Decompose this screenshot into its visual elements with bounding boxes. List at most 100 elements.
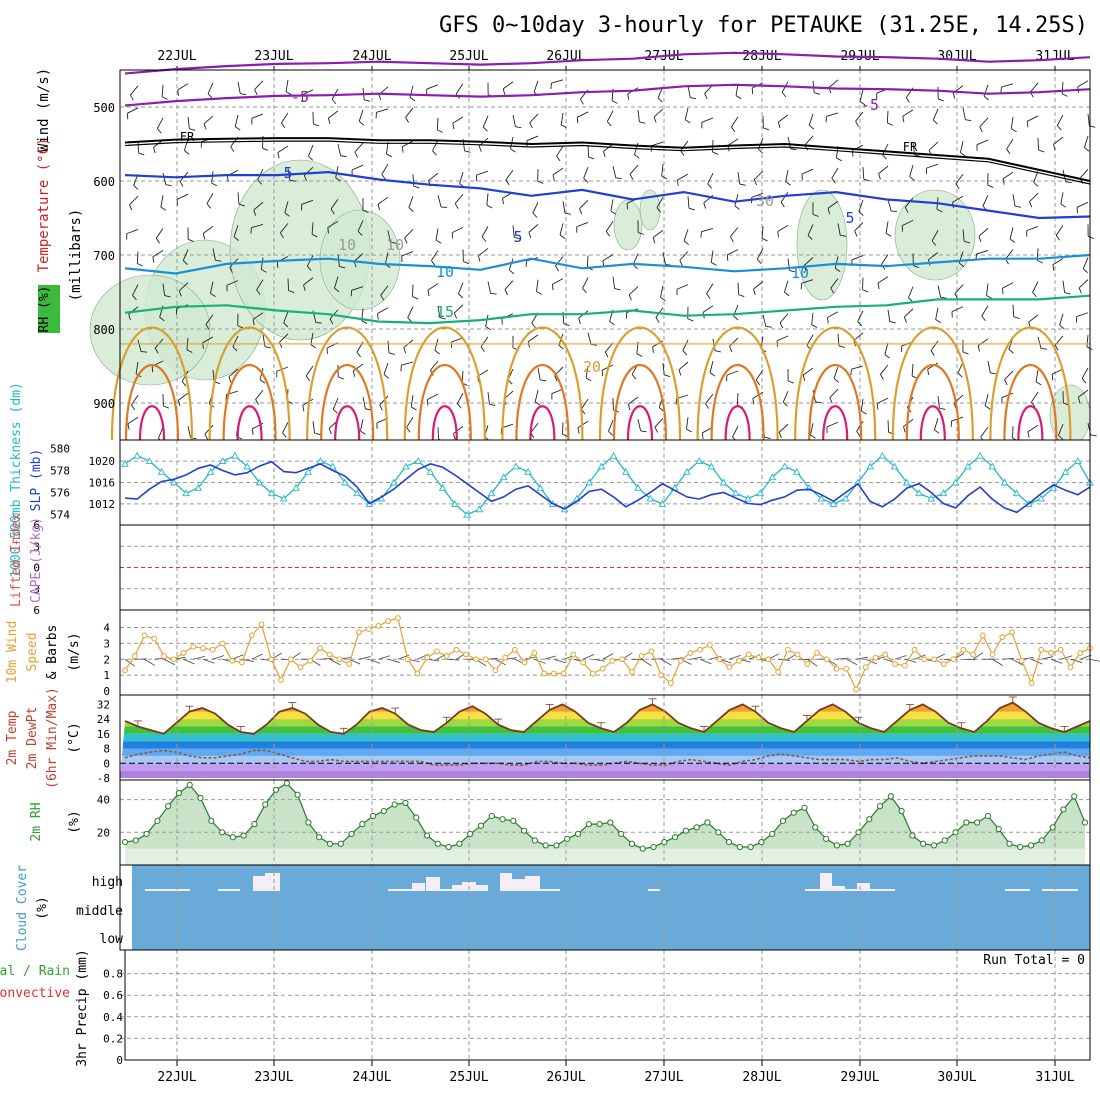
wind-barb [482, 115, 489, 128]
isotherm-30-arch-0 [138, 405, 166, 441]
wind-barb-flag [640, 430, 647, 433]
wind-barb [283, 311, 289, 324]
wind-barb [608, 420, 614, 432]
wind-barb-flag [330, 208, 335, 215]
wind-barb-flag [327, 117, 331, 124]
slp-marker [402, 462, 410, 470]
wind-barb-flag [936, 208, 943, 213]
wind-barb-flag [1038, 149, 1045, 153]
isotherm-25-arch-7 [808, 363, 863, 441]
wind-barb [928, 252, 939, 261]
wind10-marker [950, 656, 957, 663]
wind-barb-flag [133, 185, 139, 190]
rh2m-marker [208, 817, 215, 824]
rh2m-marker [628, 840, 636, 847]
cloud-tick-high: high [92, 875, 123, 890]
bottom-date-label-2: 24JUL [352, 1070, 391, 1085]
precip-legend-total: Total / Rain [0, 964, 70, 979]
wind-barb [233, 225, 239, 237]
wind10-marker [999, 634, 1006, 640]
wind-barb-flag [655, 317, 660, 323]
wind-barb-flag [310, 344, 317, 349]
li-ylabel: Lifted Index [9, 513, 24, 607]
wind-barb [383, 362, 389, 375]
wind-barb [282, 422, 289, 434]
bottom-date-label-8: 30JUL [937, 1070, 976, 1085]
wind-barb [829, 388, 839, 399]
rh2m-marker [909, 832, 916, 839]
wind10-barb [232, 654, 244, 660]
wind-barb [487, 392, 490, 405]
wind-barb [778, 114, 789, 123]
wind10-barb [144, 658, 155, 666]
wind-barb-flag [257, 179, 263, 185]
wind-barb-flag [502, 88, 506, 95]
wind-barb-flag [177, 400, 181, 407]
temp-band-2 [120, 755, 1090, 764]
rh2m-marker [823, 835, 830, 842]
wind10-barb [836, 657, 849, 660]
wind10-marker [180, 650, 187, 656]
wind-barb-flag [1004, 379, 1008, 386]
wind-barb [401, 251, 414, 257]
rh2m-marker [359, 821, 366, 828]
wind-barb [803, 257, 814, 266]
wind10-barb [1002, 657, 1015, 660]
wind-barb-flag [827, 317, 829, 324]
wind-barb-flag [812, 213, 819, 217]
wind-barb [587, 332, 592, 345]
temp-ylabel-2: 2m DewPt [25, 707, 40, 770]
wind-barb-flag [156, 128, 162, 134]
wind-barb-flag [734, 205, 740, 210]
wind-barb [312, 421, 316, 434]
precip-bg [125, 950, 1090, 1060]
isotherm-25-arch-1 [222, 363, 277, 441]
wind-barb-flag [878, 173, 881, 180]
wind-barb-flag [334, 287, 340, 293]
wind-barb-flag [354, 151, 358, 158]
wind-barb-flag [514, 236, 521, 240]
wind-barb [731, 116, 739, 128]
wind-barb-flag [615, 177, 622, 180]
slp-marker [426, 467, 435, 475]
wind10-marker [356, 629, 362, 636]
cloud-high-bar-22 [1005, 889, 1030, 891]
cloud-high-bar-0 [145, 889, 190, 891]
wind-barb [880, 364, 889, 375]
wind-barb-flag [679, 260, 683, 266]
rh2m-marker [510, 817, 517, 824]
wind10-barb [690, 656, 703, 660]
wind-barb-flag [905, 97, 910, 103]
wind10-barb [963, 658, 976, 661]
wind-barb-flag [738, 294, 745, 297]
wind10-marker [619, 656, 626, 663]
contour-label-0: -5 [291, 88, 309, 106]
wind-barb-flag [407, 317, 413, 323]
wind-barb-flag [463, 261, 470, 264]
wind-barb [255, 389, 264, 400]
wind-barb-flag [777, 231, 780, 238]
wind-barb [407, 306, 414, 318]
wind-barb [437, 195, 442, 208]
rh2m-marker [995, 825, 1002, 833]
wind-barb [451, 226, 464, 234]
wind-barb-flag [164, 295, 171, 298]
rh2m-marker [121, 839, 129, 846]
wind-barb-flag [588, 156, 595, 160]
wind-barb-flag [854, 230, 858, 237]
cloud-high-bar-4 [388, 889, 412, 891]
slp-marker [1061, 467, 1070, 475]
contour-label-10: 15 [436, 303, 454, 321]
wind-barb [706, 283, 714, 295]
wind-barb-flag [811, 324, 818, 328]
chart-title: GFS 0~10day 3-hourly for PETAUKE (31.25E… [439, 13, 1088, 38]
wind-barb [431, 250, 439, 261]
wind-barb-flag [1001, 288, 1004, 295]
wind-barb [851, 365, 864, 370]
wind-barb [279, 333, 289, 343]
bottom-date-label-9: 31JUL [1035, 1070, 1074, 1085]
wind-barb-flag [706, 293, 711, 299]
rh2m-marker [1038, 837, 1045, 844]
slp-marker [414, 457, 422, 465]
contour-label-6: 5 [513, 228, 522, 246]
